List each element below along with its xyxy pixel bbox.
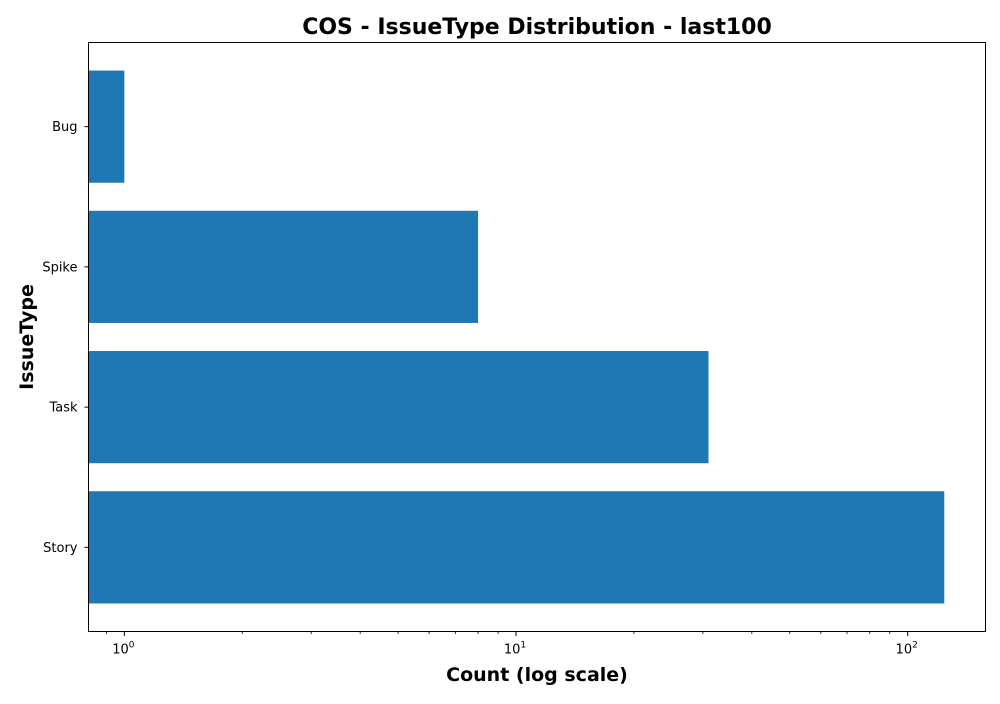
bar-bug [88, 70, 125, 183]
x-tick-label: 100 [112, 641, 135, 658]
x-tick-label: 102 [896, 641, 918, 658]
y-axis-label: IssueType [16, 284, 38, 390]
y-tick-label-task: Task [48, 401, 78, 416]
chart-title: COS - IssueType Distribution - last100 [302, 15, 772, 40]
bars-layer [88, 70, 945, 604]
plot-frame [88, 42, 986, 632]
y-axis-ticks: Story Task Spike Bug [42, 120, 89, 556]
bar-task [88, 351, 709, 464]
bar-spike [88, 210, 479, 323]
x-axis-label: Count (log scale) [446, 664, 628, 686]
bar-story [88, 491, 945, 604]
x-tick-label: 101 [504, 641, 526, 658]
y-tick-label-bug: Bug [52, 120, 77, 135]
y-tick-label-story: Story [43, 541, 78, 556]
y-tick-label-spike: Spike [42, 260, 77, 275]
x-axis-ticks: 100 101 102 [106, 631, 918, 658]
